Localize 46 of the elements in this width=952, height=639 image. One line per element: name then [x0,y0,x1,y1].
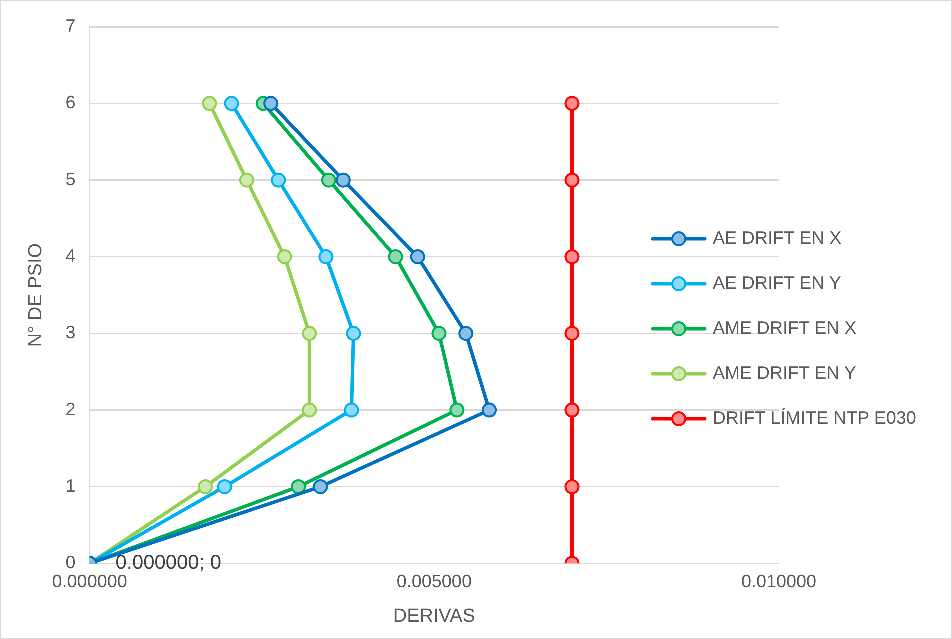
legend-label: AME DRIFT EN X [713,318,857,338]
point [291,479,306,494]
point [277,249,292,264]
point [410,249,426,264]
point [564,249,580,264]
point [318,249,334,264]
y-tick-label: 5 [66,169,76,190]
point [564,402,580,418]
legend-label: AE DRIFT EN Y [713,272,842,293]
point [302,326,318,342]
y-tick-label: 6 [66,92,76,113]
point [239,172,254,188]
point [198,479,214,494]
point [432,326,447,342]
point [321,172,336,188]
y-axis-title: N° DE PSIO [26,243,47,348]
point [564,96,580,112]
point [202,96,218,112]
point [564,479,580,494]
point [458,326,474,342]
legend-label: AE DRIFT EN X [713,228,842,248]
legend-label: DRIFT LÍMITE NTP E030 [713,408,916,428]
y-tick-label: 2 [66,399,76,420]
x-axis-title: DERIVAS [393,606,476,627]
point [271,172,286,188]
point [264,96,279,112]
point [224,96,240,112]
x-tick-label: 0.010000 [741,571,817,592]
point [564,326,580,342]
y-tick-label: 1 [66,476,76,496]
point [313,479,328,494]
point [564,172,580,188]
y-tick-label: 0 [66,552,76,573]
point [482,402,498,418]
y-tick-label: 3 [66,322,76,343]
y-tick-label: 7 [66,16,76,36]
point [217,479,232,494]
point [346,326,362,342]
y-tick-label: 4 [66,246,76,266]
point [388,249,404,264]
point [344,402,360,418]
point [450,402,465,418]
x-tick-label: 0.005000 [396,571,472,592]
legend-label: AME DRIFT EN Y [713,362,856,383]
point [302,402,318,418]
point [336,172,351,188]
